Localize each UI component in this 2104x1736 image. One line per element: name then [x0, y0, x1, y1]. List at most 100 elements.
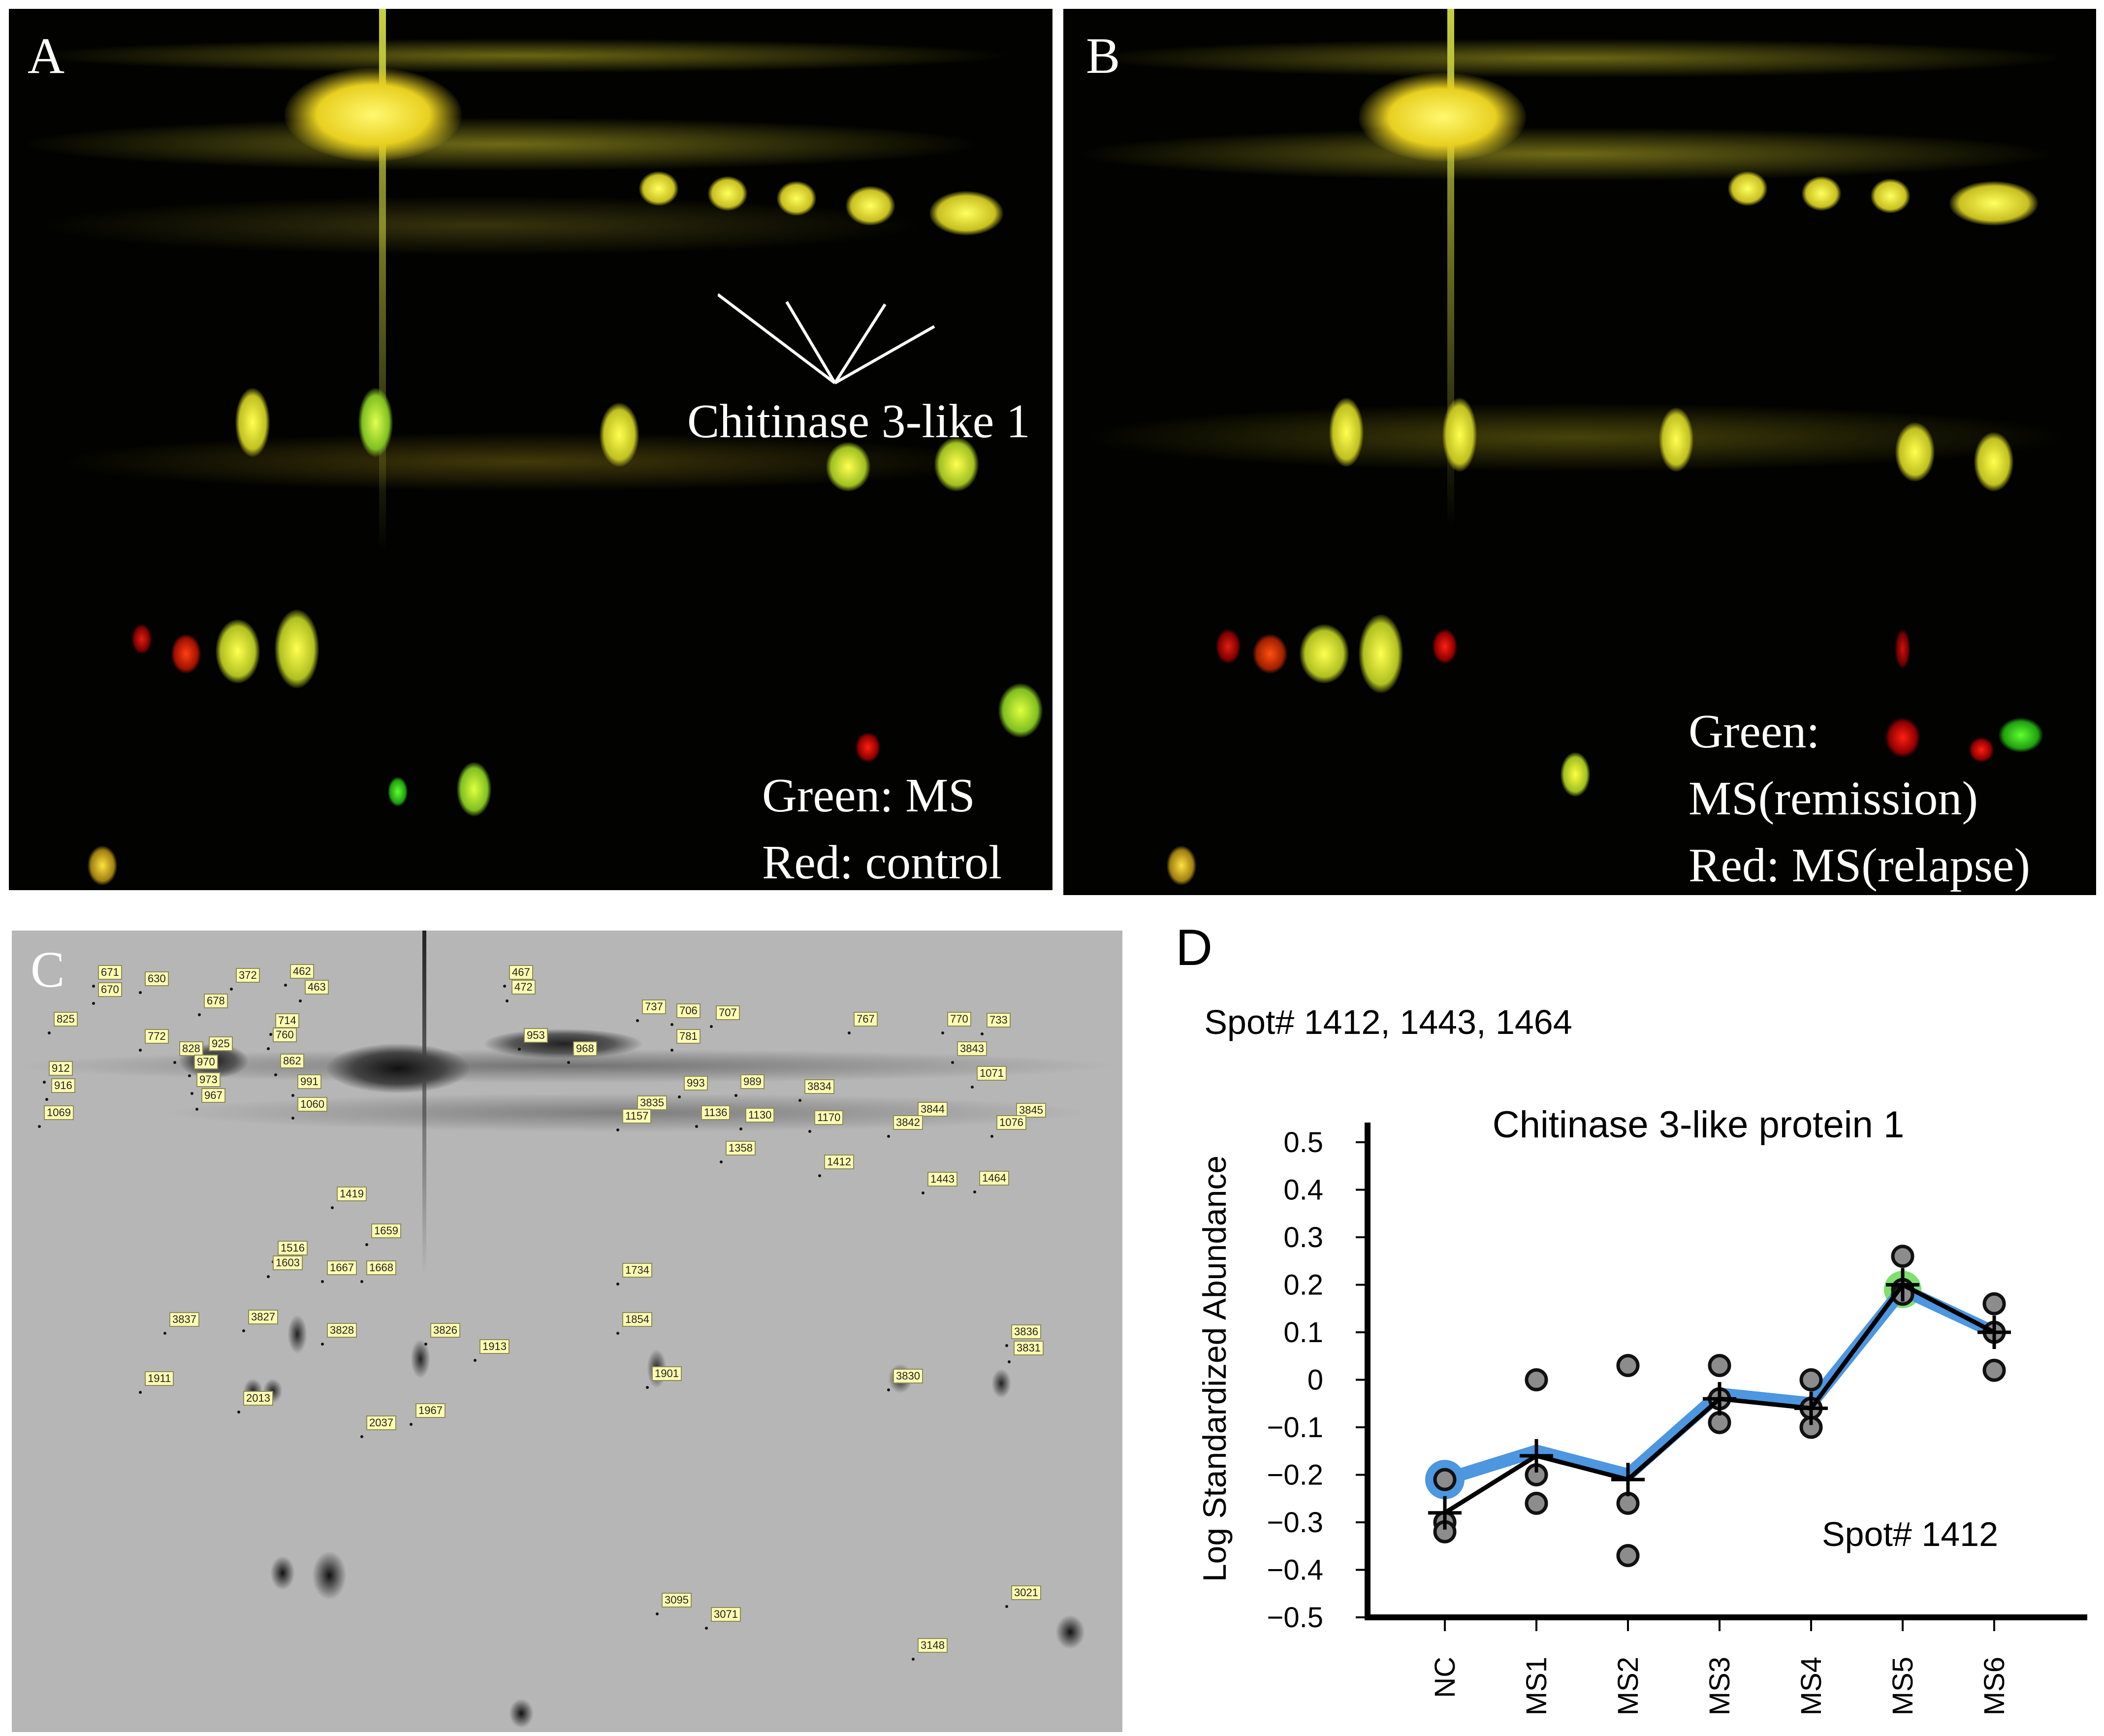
- gel-spot-label: 1464: [979, 1171, 1009, 1186]
- gel-spot-label: 1358: [726, 1141, 756, 1156]
- gel-spot-label: 671: [98, 965, 122, 980]
- gel-spot-label: 989: [740, 1074, 765, 1089]
- gel-spot-label: 707: [716, 1005, 740, 1020]
- gel-spot-marker: [734, 1094, 737, 1097]
- gel-spot-marker: [670, 1023, 673, 1026]
- annotation-arrows: [718, 293, 935, 385]
- gel-spot-marker: [424, 1343, 427, 1346]
- gel-spot-marker: [198, 1013, 201, 1016]
- gel-spot-label: 3844: [918, 1102, 948, 1117]
- gel-spot-marker: [973, 1190, 976, 1193]
- gel-spot-marker: [269, 1033, 272, 1036]
- replicate-point: [1891, 1245, 1914, 1268]
- gel-spot-marker: [139, 991, 142, 994]
- x-tick-label: MS2: [1612, 1657, 1644, 1715]
- gel-spot-label: 706: [676, 1003, 701, 1018]
- gel-spot-marker: [503, 985, 506, 988]
- gel-spot-label: 825: [54, 1012, 78, 1027]
- gel-spot-marker: [331, 1206, 334, 1209]
- gel-spot-label: 467: [509, 965, 533, 980]
- replicate-point: [1982, 1292, 2006, 1316]
- gel-spot-marker: [670, 1049, 673, 1052]
- gel-spot-label: 772: [145, 1029, 169, 1044]
- gel-spot-label: 1076: [996, 1115, 1026, 1130]
- gel-spot-marker: [237, 1411, 240, 1414]
- gel-spot-label: 462: [290, 964, 314, 979]
- replicate-point: [1708, 1411, 1731, 1434]
- y-tick-label: 0.3: [1283, 1222, 1323, 1254]
- panel-b-legend-remission: MS(remission): [1689, 772, 1978, 825]
- gel-spot-marker: [636, 1019, 639, 1022]
- gel-spot-label: 767: [854, 1012, 878, 1027]
- panel-a-gel-image: A Chitinase 3-like 1 Green: MS Red: cont…: [9, 9, 1052, 890]
- gel-spot-marker: [506, 999, 509, 1002]
- panel-a-legend-green: Green: MS: [762, 769, 975, 822]
- gel-spot-marker: [567, 1061, 570, 1064]
- gel-spot-marker: [48, 1031, 51, 1034]
- gel-spot-marker: [284, 984, 287, 987]
- gel-spot-label: 1516: [278, 1241, 308, 1255]
- replicate-point: [1982, 1358, 2006, 1382]
- gel-spot-marker: [267, 1275, 270, 1278]
- gel-spot-marker: [720, 1160, 723, 1163]
- gel-spot-marker: [887, 1135, 890, 1138]
- panel-b-legend-red: Red: MS(relapse): [1689, 839, 2030, 892]
- panel-d-label: D: [1176, 926, 1212, 976]
- gel-spot-marker: [139, 1049, 142, 1052]
- gel-spot-label: 3826: [430, 1323, 460, 1338]
- gel-spot-marker: [191, 1092, 193, 1095]
- gel-spot-marker: [188, 1074, 191, 1077]
- gel-spot-marker: [941, 1031, 944, 1034]
- gel-spot-marker: [1005, 1605, 1008, 1608]
- gel-spot-label: 678: [204, 994, 228, 1008]
- gel-spot-label: 1603: [273, 1255, 303, 1270]
- gel-spot-label: 916: [51, 1078, 75, 1093]
- gel-spot-label: 967: [201, 1088, 225, 1103]
- gel-spot-marker: [518, 1048, 521, 1051]
- y-tick-label: −0.3: [1267, 1507, 1324, 1539]
- gel-spot-label: 3843: [957, 1041, 987, 1056]
- gel-spot-marker: [360, 1280, 363, 1283]
- gel-spot-label: 3148: [918, 1638, 948, 1653]
- gel-spot-label: 993: [684, 1076, 708, 1091]
- gel-spot-label: 1667: [327, 1260, 357, 1275]
- gel-spot-marker: [38, 1125, 41, 1128]
- gel-spot-marker: [887, 1388, 890, 1391]
- gel-spot-label: 1901: [652, 1366, 682, 1381]
- gel-spot-label: 3836: [1011, 1324, 1041, 1339]
- gel-spot-label: 463: [305, 980, 329, 995]
- replicate-point: [1616, 1354, 1640, 1378]
- gel-spot-marker: [274, 1073, 277, 1076]
- gel-spot-label: 2037: [366, 1415, 396, 1430]
- gel-spot-marker: [990, 1135, 993, 1138]
- gel-spot-marker: [92, 985, 95, 988]
- gel-spot-label: 3831: [1014, 1341, 1044, 1355]
- panel-b-gel-image: B Green: MS(remission) Red: MS(relapse): [1063, 9, 2096, 895]
- gel-spot-label: 968: [573, 1041, 597, 1056]
- y-tick-label: 0.1: [1283, 1317, 1323, 1349]
- gel-spot-marker: [710, 1025, 713, 1028]
- gel-spot-marker: [139, 1391, 142, 1394]
- replicate-point: [1433, 1468, 1457, 1491]
- gel-spot-marker: [808, 1130, 811, 1133]
- gel-spot-label: 3095: [662, 1593, 692, 1607]
- gel-spot-label: 3828: [327, 1323, 357, 1338]
- y-tick-label: 0: [1307, 1364, 1323, 1396]
- gel-spot-label: 1136: [701, 1105, 731, 1120]
- gel-spot-marker: [798, 1099, 801, 1102]
- gel-spot-label: 1854: [622, 1312, 652, 1327]
- gel-spot-marker: [616, 1332, 619, 1335]
- panel-d: D Spot# 1412, 1443, 1464 Chitinase 3-lik…: [1132, 926, 2097, 1733]
- gel-spot-label: 1157: [622, 1109, 652, 1124]
- replicate-point: [1525, 1368, 1548, 1391]
- gel-spot-label: 372: [236, 968, 260, 983]
- replicate-point: [1799, 1368, 1823, 1391]
- gel-spot-marker: [163, 1332, 166, 1335]
- chart-title: Chitinase 3-like protein 1: [1493, 1104, 1904, 1146]
- gel-spot-label: 1170: [814, 1110, 844, 1125]
- gel-spot-label: 770: [947, 1012, 971, 1027]
- gel-spot-label: 3845: [1016, 1103, 1046, 1118]
- gel-spot-label: 3830: [893, 1369, 923, 1383]
- gel-spot-marker: [230, 988, 233, 991]
